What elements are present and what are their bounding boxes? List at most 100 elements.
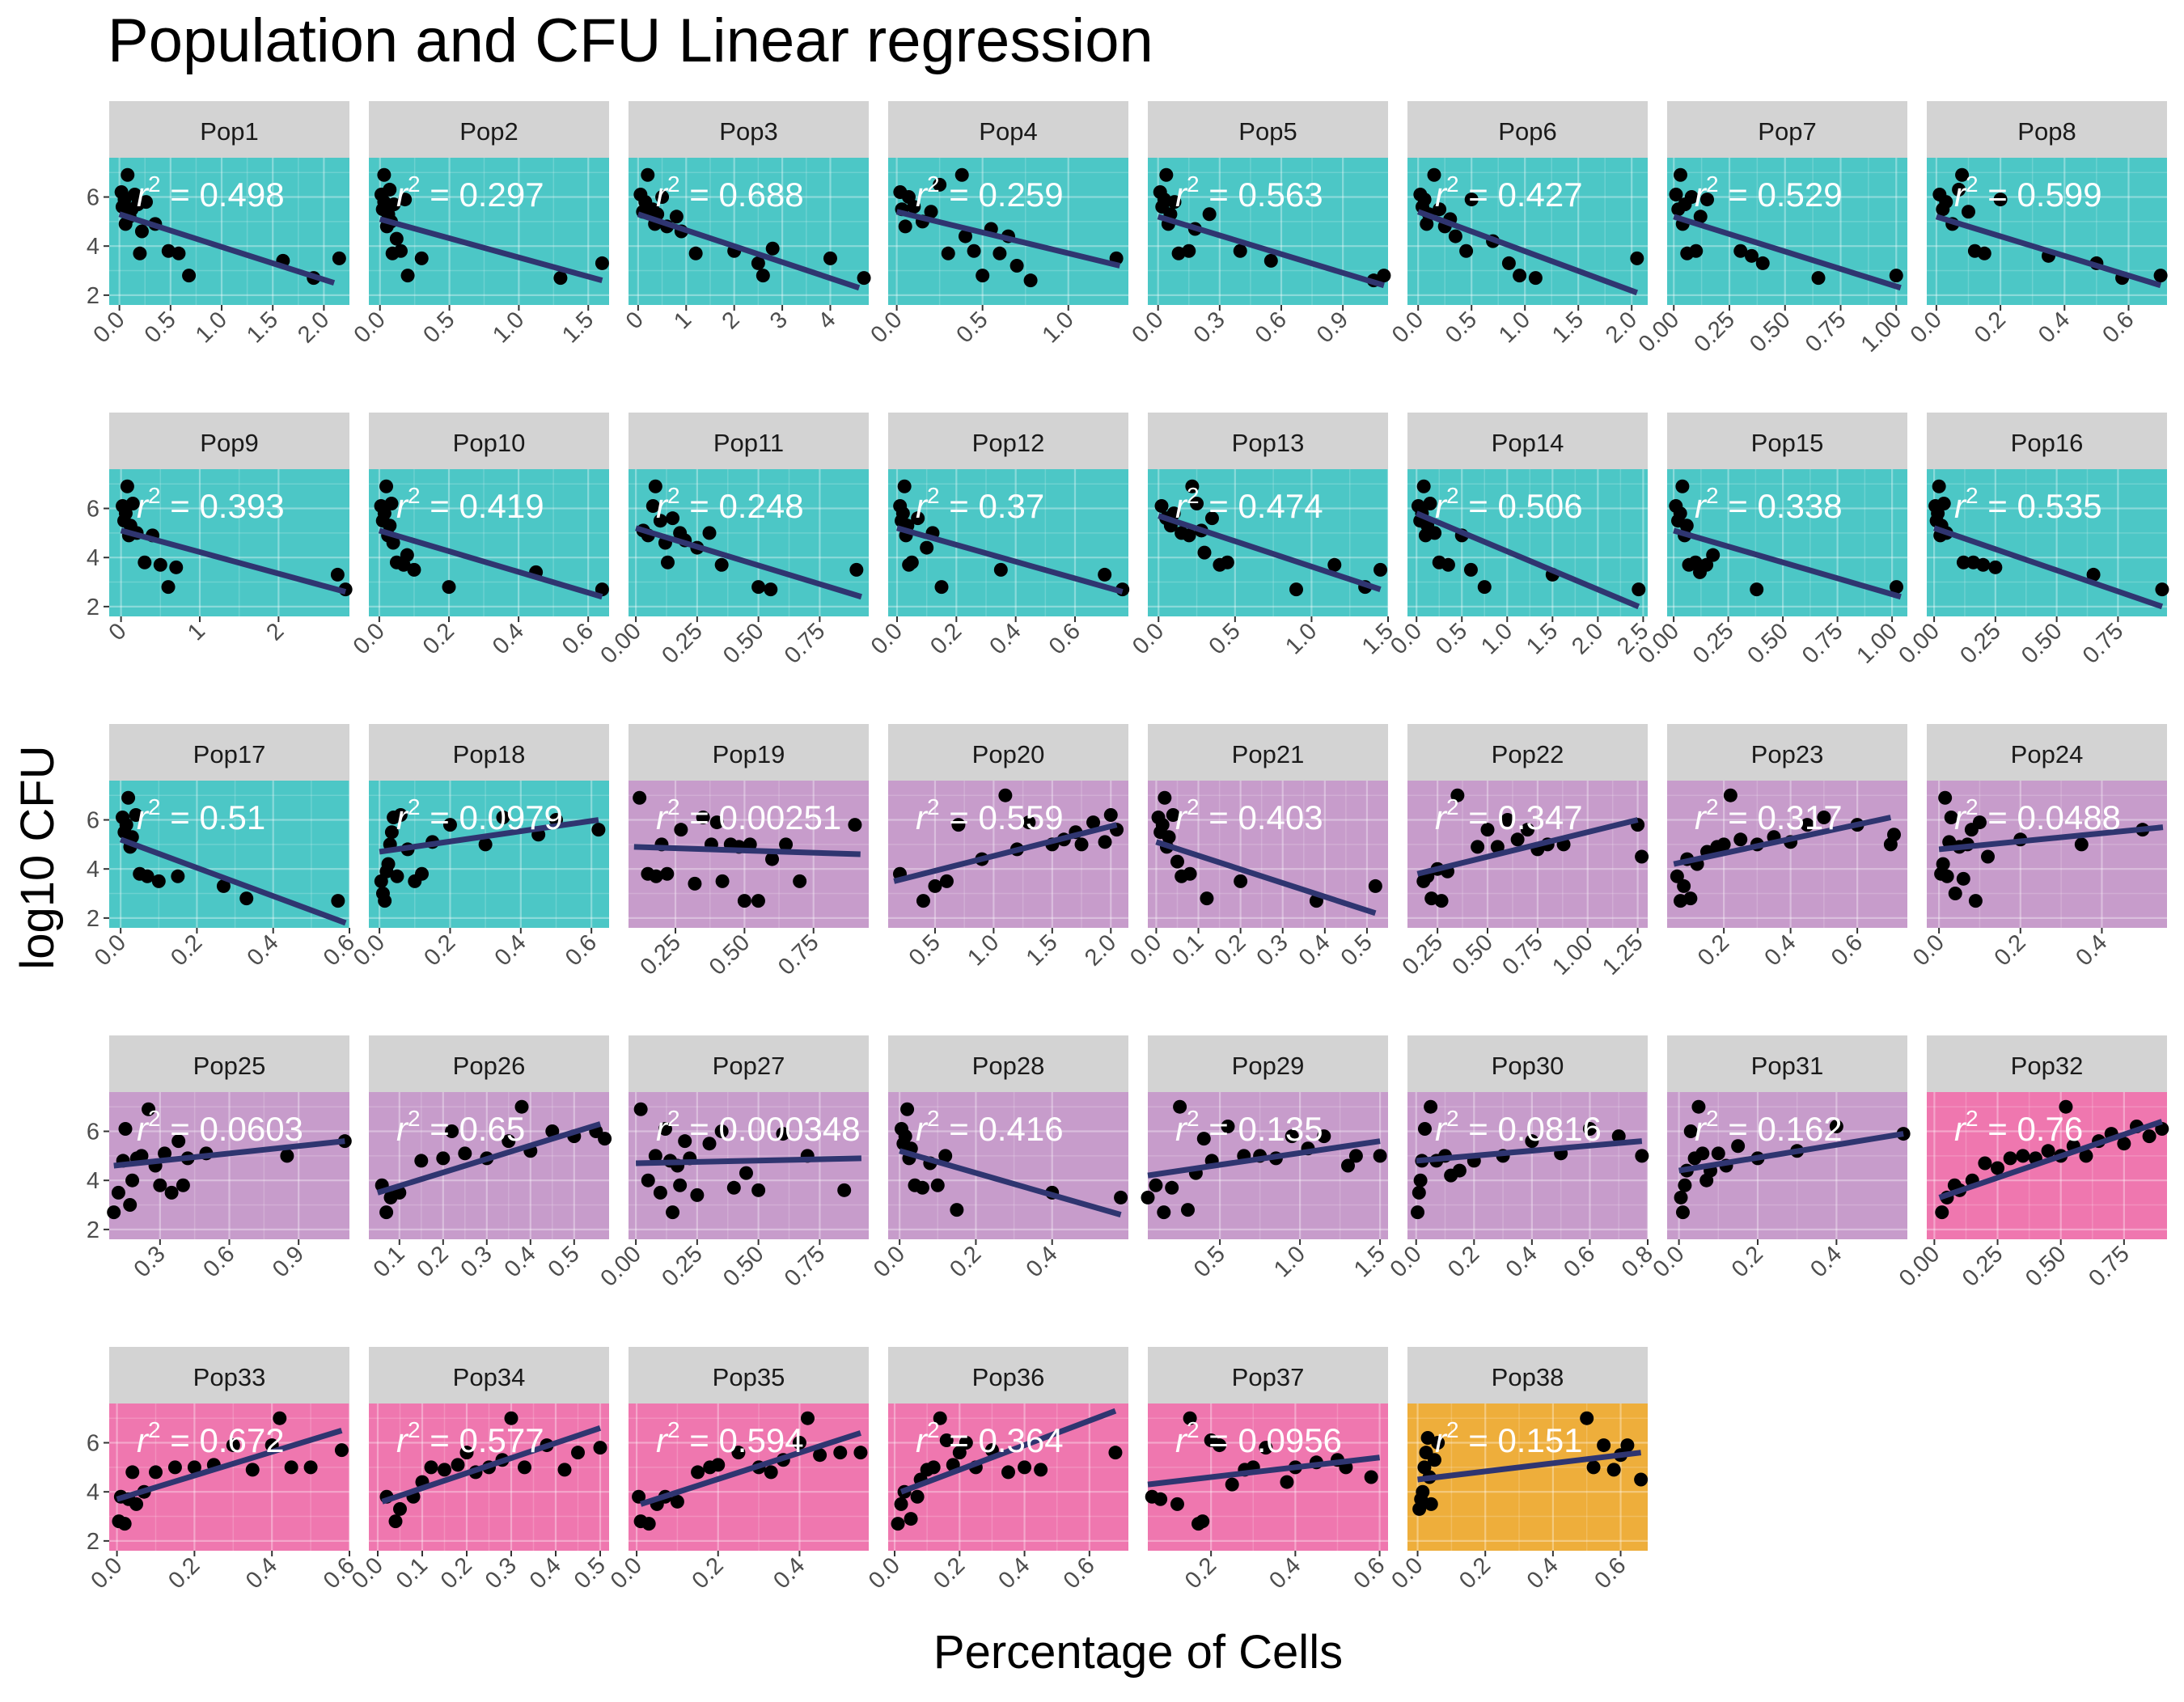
data-point <box>1829 1119 1843 1133</box>
y-tick-label: 6 <box>87 1431 99 1457</box>
data-point <box>1190 496 1204 510</box>
x-tick-label: 0.6 <box>1059 1552 1100 1594</box>
x-tick-label: 0.6 <box>1826 929 1868 971</box>
r2-label: r2 = 0.599 <box>1954 171 2102 214</box>
data-point <box>557 1463 572 1477</box>
data-point <box>1411 1205 1425 1220</box>
regression-line <box>379 817 599 855</box>
data-point <box>398 193 413 207</box>
x-tick-label: 0.0 <box>86 1552 127 1594</box>
data-point <box>1991 1161 2005 1175</box>
panel-strip-label: Pop29 <box>1232 1052 1305 1080</box>
data-point <box>121 790 136 805</box>
data-point <box>1182 243 1196 258</box>
data-point <box>1009 258 1024 273</box>
data-point <box>633 1102 648 1116</box>
r2-label: r2 = 0.416 <box>916 1106 1064 1148</box>
data-point <box>954 167 969 182</box>
panel-strip-label: Pop9 <box>200 429 258 457</box>
panel-pop18: Pop18 0.0 0.2 0.4 0.6 r2 = 0.0979 <box>349 724 609 971</box>
r2-label: r2 = 0.0979 <box>396 794 563 836</box>
x-axis-label: Percentage of Cells <box>933 1626 1343 1679</box>
data-point <box>1677 879 1691 893</box>
data-point <box>1952 182 1966 197</box>
regression-line <box>119 836 347 926</box>
x-tick-label: 0 <box>621 307 649 334</box>
regression-line <box>636 1155 861 1166</box>
data-point <box>1939 195 1953 210</box>
r2-label: r2 = 0.248 <box>656 483 804 525</box>
data-point <box>1166 807 1180 822</box>
y-tick-label: 6 <box>87 808 99 834</box>
data-point <box>731 1446 746 1460</box>
panel-strip <box>1407 1035 1648 1092</box>
data-point <box>1183 1411 1197 1425</box>
panel-pop27: Pop27 0.00 0.25 0.50 0.75 r2 = 0.000348 <box>595 1035 869 1292</box>
x-tick-label: 0.3 <box>129 1241 171 1282</box>
data-point <box>976 269 990 283</box>
panel-strip <box>369 1035 609 1092</box>
data-point <box>1141 1190 1155 1205</box>
panel-strip-label: Pop10 <box>453 429 526 457</box>
panel-background <box>1927 1092 2167 1239</box>
r2-label: r2 = 0.529 <box>1695 171 1843 214</box>
x-tick-label: 0.6 <box>2097 307 2139 348</box>
data-point <box>1165 1180 1179 1195</box>
data-point <box>939 874 954 888</box>
data-point <box>502 1134 516 1149</box>
data-point <box>2153 269 2168 283</box>
data-point <box>764 582 778 597</box>
panel-pop9: Pop9 2 4 6 0 1 2 r2 = 0.393 <box>87 413 353 646</box>
panel-pop25: Pop25 2 4 6 0.3 0.6 0.9 r2 = 0.0603 <box>87 1035 352 1282</box>
r2-label: r2 = 0.393 <box>137 483 285 525</box>
data-point <box>187 1460 201 1475</box>
data-point <box>1450 788 1465 802</box>
x-tick-label: 0.0 <box>347 1552 388 1594</box>
x-tick-label: 0.0 <box>866 307 907 348</box>
x-tick-label: 0.6 <box>561 929 602 971</box>
data-point <box>891 1517 905 1531</box>
panel-strip <box>629 1035 869 1092</box>
data-point <box>714 557 729 572</box>
x-tick-label: 0.25 <box>1688 618 1739 669</box>
x-tick-label: 0.2 <box>436 1552 477 1594</box>
panel-strip <box>629 724 869 781</box>
x-tick-label: 0.50 <box>1743 618 1794 669</box>
x-tick-label: 0.50 <box>1447 929 1498 980</box>
r2-label: r2 = 0.498 <box>137 171 285 214</box>
data-point <box>390 869 404 883</box>
data-point <box>1699 557 1714 572</box>
r2-label: r2 = 0.297 <box>396 171 544 214</box>
panel-strip <box>1148 101 1388 158</box>
data-point <box>1968 894 1983 908</box>
data-point <box>1377 269 1391 283</box>
data-point <box>1233 243 1247 258</box>
data-point <box>1811 271 1826 286</box>
data-point <box>1196 1514 1210 1529</box>
r2-label: r2 = 0.594 <box>656 1417 804 1459</box>
data-point <box>2074 837 2089 852</box>
data-point <box>1956 871 1970 886</box>
data-point <box>837 1183 852 1197</box>
x-tick-label: 0.4 <box>1805 1241 1847 1282</box>
data-point <box>284 1460 298 1475</box>
r2-label: r2 = 0.688 <box>656 171 804 214</box>
data-point <box>711 1458 726 1472</box>
x-tick-label: 0.00 <box>595 1241 646 1292</box>
y-tick-label: 6 <box>87 1120 99 1145</box>
panel-strip-label: Pop22 <box>1492 740 1564 768</box>
data-point <box>1154 499 1169 513</box>
data-point <box>1889 269 1903 283</box>
regression-line <box>381 1425 602 1505</box>
r2-label: r2 = 0.0956 <box>1175 1417 1342 1459</box>
data-point <box>436 1151 451 1166</box>
y-tick-label: 6 <box>87 497 99 523</box>
x-tick-label: 1.0 <box>1269 1241 1310 1282</box>
x-tick-label: 0.4 <box>1501 1241 1543 1282</box>
data-point <box>1611 1129 1626 1144</box>
data-point <box>1416 479 1431 493</box>
data-point <box>1171 246 1186 260</box>
panel-strip-label: Pop16 <box>2011 429 2084 457</box>
data-point <box>633 790 647 805</box>
regression-line <box>1158 513 1382 592</box>
